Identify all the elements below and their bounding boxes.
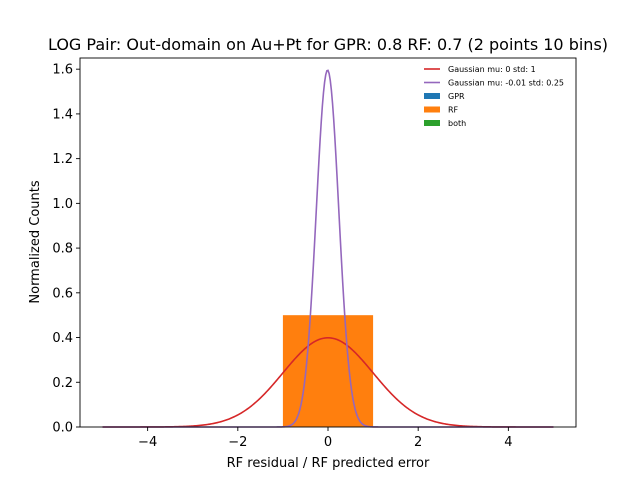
plot-area: −4 −2 0 2 4 0.0 0.2 0.4 0.6 0.8 1.0 1.2 1.4 1.6	[52, 57, 577, 450]
y-tick-label: 1.2	[52, 152, 73, 167]
legend-label-5: both	[448, 119, 466, 128]
x-tick-label: 2	[414, 435, 422, 450]
y-tick-label: 1.6	[52, 63, 73, 78]
y-tick-label: 0.2	[52, 376, 73, 391]
legend-label-3: GPR	[448, 92, 465, 101]
chart-title: LOG Pair: Out-domain on Au+Pt for GPR: 0…	[48, 35, 608, 54]
x-tick-label: −2	[228, 435, 247, 450]
x-tick-label: 0	[324, 435, 332, 450]
legend-swatch-both	[424, 120, 440, 126]
legend-swatch-rf	[424, 106, 440, 113]
y-tick-label: 0.0	[52, 421, 73, 436]
x-tick-label: −4	[138, 435, 157, 450]
y-tick-label: 0.4	[52, 331, 73, 346]
y-tick-label: 1.0	[52, 197, 73, 212]
x-axis-label: RF residual / RF predicted error	[227, 456, 430, 471]
legend-label-1: Gaussian mu: 0 std: 1	[448, 65, 536, 74]
y-axis-label: Normalized Counts	[28, 180, 43, 303]
y-tick-label: 1.4	[52, 107, 73, 122]
legend-swatch-gpr	[424, 93, 440, 99]
y-tick-label: 0.8	[52, 242, 73, 257]
legend-label-4: RF	[448, 106, 459, 115]
bar-rf-0	[282, 315, 374, 427]
y-tick-label: 0.6	[52, 286, 73, 301]
legend: Gaussian mu: 0 std: 1 Gaussian mu: -0.01 …	[424, 65, 564, 128]
legend-label-2: Gaussian mu: -0.01 std: 0.25	[448, 79, 564, 88]
x-tick-label: 4	[504, 435, 512, 450]
